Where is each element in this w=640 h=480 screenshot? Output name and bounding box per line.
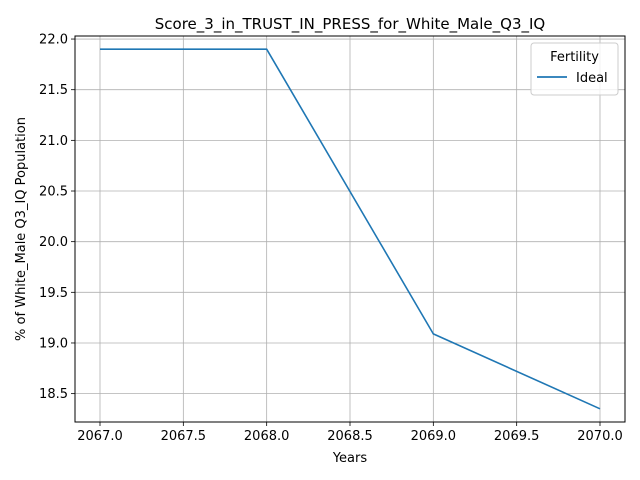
x-tick-label: 2070.0 (577, 429, 623, 444)
grid (75, 36, 625, 422)
chart-title: Score_3_in_TRUST_IN_PRESS_for_White_Male… (155, 15, 545, 34)
legend-box (530, 42, 619, 96)
y-tick-label: 22.0 (39, 33, 68, 48)
legend: Fertility Ideal (530, 42, 619, 96)
x-tick-label: 2068.0 (244, 429, 290, 444)
y-axis: 18.5 19.0 19.5 20.0 20.5 21.0 21.5 22.0 (39, 33, 75, 402)
y-tick-label: 20.0 (39, 235, 68, 250)
y-tick-label: 18.5 (39, 387, 68, 402)
x-tick-label: 2069.0 (411, 429, 457, 444)
x-tick-label: 2068.5 (327, 429, 373, 444)
y-tick-label: 19.5 (39, 286, 68, 301)
y-tick-label: 20.5 (39, 185, 68, 200)
x-axis: 2067.0 2067.5 2068.0 2068.5 2069.0 2069.5 2070… (77, 422, 623, 444)
y-tick-label: 21.5 (39, 83, 68, 98)
x-tick-label: 2069.5 (494, 429, 540, 444)
x-tick-label: 2067.0 (77, 429, 123, 444)
y-axis-label: % of White_Male Q3_IQ Population (14, 117, 29, 341)
x-axis-label: Years (332, 451, 368, 466)
series-line-ideal (100, 48, 601, 410)
x-tick-label: 2067.5 (161, 429, 207, 444)
legend-item-ideal: Ideal (576, 71, 608, 86)
series-layer (100, 48, 601, 410)
y-tick-label: 19.0 (39, 336, 68, 351)
y-tick-label: 21.0 (39, 134, 68, 149)
legend-title: Fertility (550, 50, 599, 65)
